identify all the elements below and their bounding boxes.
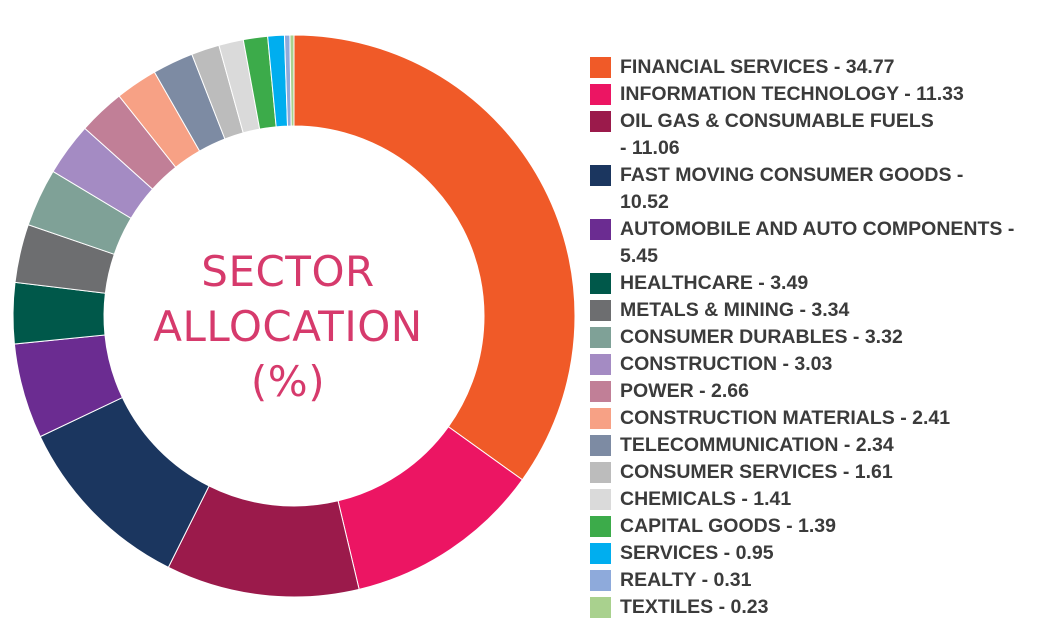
legend-label-line: AUTOMOBILE AND AUTO COMPONENTS - [620,218,1015,240]
legend-label-line: TEXTILES - 0.23 [620,596,769,618]
legend-label-line: 10.52 [620,191,669,213]
legend-label: TELECOMMUNICATION - 2.34 [620,432,894,459]
legend-item-10: POWER - 2.66 [590,378,1040,405]
legend-item-7: METALS & MINING - 3.34 [590,297,1040,324]
legend-swatch [590,111,611,132]
legend-label-line: - 11.06 [620,137,680,159]
legend-label-line: INFORMATION TECHNOLOGY - 11.33 [620,83,964,105]
legend-label: CAPITAL GOODS - 1.39 [620,513,836,540]
legend-label-line: METALS & MINING - 3.34 [620,299,850,321]
legend-item-1: FINANCIAL SERVICES - 34.77 [590,54,1040,81]
legend-label: AUTOMOBILE AND AUTO COMPONENTS - 5.45 [620,216,1014,270]
legend-swatch [590,516,611,537]
legend-label-line: HEALTHCARE - 3.49 [620,272,809,294]
legend-label-line: CONSUMER DURABLES - 3.32 [620,326,903,348]
legend-label-line: OIL GAS & CONSUMABLE FUELS [620,110,934,132]
legend-item-18: TEXTILES - 0.23 [590,594,1040,621]
legend-item-3: OIL GAS & CONSUMABLE FUELS - 11.06 [590,108,1040,162]
legend-swatch [590,408,611,429]
donut-chart [12,34,576,598]
legend-item-17: REALTY - 0.31 [590,567,1040,594]
legend-swatch [590,462,611,483]
legend-label-line: TELECOMMUNICATION - 2.34 [620,434,894,456]
legend-label: POWER - 2.66 [620,378,749,405]
legend-swatch [590,327,611,348]
legend-label: CONSUMER SERVICES - 1.61 [620,459,893,486]
legend-item-13: CONSUMER SERVICES - 1.61 [590,459,1040,486]
legend-swatch [590,381,611,402]
legend-label-line: CAPITAL GOODS - 1.39 [620,515,836,537]
legend-swatch [590,219,611,240]
legend-label: INFORMATION TECHNOLOGY - 11.33 [620,81,964,108]
legend-item-9: CONSTRUCTION - 3.03 [590,351,1040,378]
legend-label-line: FAST MOVING CONSUMER GOODS - [620,164,964,186]
legend-label-line: CONSUMER SERVICES - 1.61 [620,461,893,483]
legend-label-line: CONSTRUCTION - 3.03 [620,353,833,375]
legend-label-line: REALTY - 0.31 [620,569,752,591]
legend-item-6: HEALTHCARE - 3.49 [590,270,1040,297]
legend-swatch [590,435,611,456]
legend-label: SERVICES - 0.95 [620,540,774,567]
legend-swatch [590,84,611,105]
legend-label-line: POWER - 2.66 [620,380,749,402]
legend-swatch [590,354,611,375]
donut-slice-18 [289,34,295,127]
legend-label: TEXTILES - 0.23 [620,594,768,621]
legend-swatch [590,597,611,618]
legend-label: FAST MOVING CONSUMER GOODS - 10.52 [620,162,963,216]
legend-label: CONSTRUCTION MATERIALS - 2.41 [620,405,950,432]
legend-item-8: CONSUMER DURABLES - 3.32 [590,324,1040,351]
center-title-line-3: (%) [250,357,326,406]
legend-label: CONSTRUCTION - 3.03 [620,351,832,378]
legend-swatch [590,273,611,294]
legend-label: HEALTHCARE - 3.49 [620,270,808,297]
legend-label-line: 5.45 [620,245,658,267]
legend-swatch [590,489,611,510]
legend-swatch [590,570,611,591]
legend-item-11: CONSTRUCTION MATERIALS - 2.41 [590,405,1040,432]
legend-item-12: TELECOMMUNICATION - 2.34 [590,432,1040,459]
legend-label: REALTY - 0.31 [620,567,751,594]
legend-label-line: FINANCIAL SERVICES - 34.77 [620,56,895,78]
legend-swatch [590,165,611,186]
legend-label: FINANCIAL SERVICES - 34.77 [620,54,895,81]
legend-swatch [590,300,611,321]
legend-swatch [590,57,611,78]
legend-label: OIL GAS & CONSUMABLE FUELS - 11.06 [620,108,934,162]
legend-label: METALS & MINING - 3.34 [620,297,849,324]
donut-slice-1 [293,34,576,481]
legend-item-4: FAST MOVING CONSUMER GOODS - 10.52 [590,162,1040,216]
legend-label-line: CONSTRUCTION MATERIALS - 2.41 [620,407,951,429]
legend-label: CHEMICALS - 1.41 [620,486,791,513]
legend-item-15: CAPITAL GOODS - 1.39 [590,513,1040,540]
chart-legend: FINANCIAL SERVICES - 34.77 INFORMATION TE… [590,54,1040,621]
donut-center-title: SECTOR ALLOCATION (%) [94,244,482,409]
legend-label-line: SERVICES - 0.95 [620,542,774,564]
center-title-line-2: ALLOCATION [153,302,423,351]
legend-label-line: CHEMICALS - 1.41 [620,488,792,510]
legend-item-5: AUTOMOBILE AND AUTO COMPONENTS - 5.45 [590,216,1040,270]
legend-item-16: SERVICES - 0.95 [590,540,1040,567]
legend-swatch [590,543,611,564]
legend-item-2: INFORMATION TECHNOLOGY - 11.33 [590,81,1040,108]
legend-label: CONSUMER DURABLES - 3.32 [620,324,903,351]
center-title-line-1: SECTOR [201,247,375,296]
legend-item-14: CHEMICALS - 1.41 [590,486,1040,513]
